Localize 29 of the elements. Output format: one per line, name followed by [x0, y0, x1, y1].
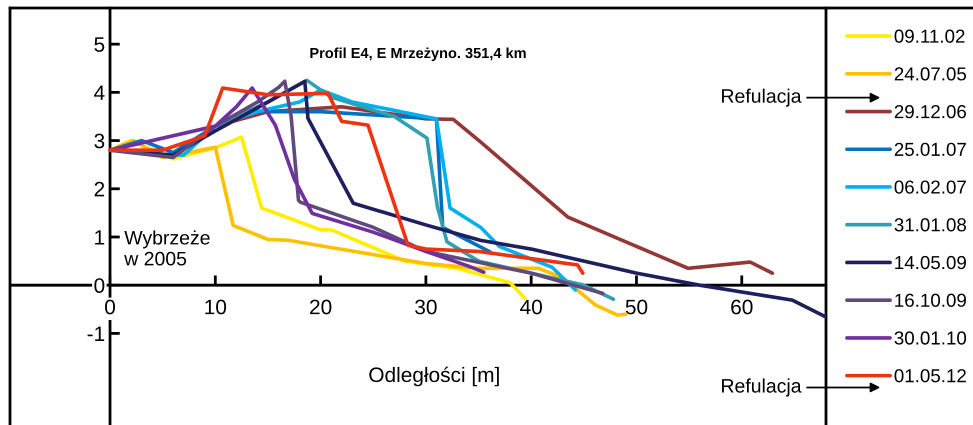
y-tick-label: 5	[94, 37, 104, 52]
x-tick-label: 10	[205, 300, 226, 314]
y-tick-label: 3	[94, 134, 104, 148]
legend-label: 29.12.06	[894, 104, 966, 118]
y-tick-label: 0	[94, 278, 104, 293]
legend-label: 01.05.12	[894, 369, 966, 382]
x-tick-label: 30	[415, 300, 437, 314]
y-tick-label: 1	[95, 230, 104, 245]
annotation: Refulacja	[722, 88, 802, 107]
legend-label: 16.10.09	[895, 294, 966, 307]
legend-label: 09.11.02	[894, 30, 964, 43]
text: Profil E4, E Mrzeżyno. 351,4 km	[310, 47, 526, 62]
x-tick-label: 60	[731, 300, 753, 314]
x-tick-label: 20	[310, 300, 332, 314]
legend-label: 31.01.08	[894, 218, 966, 232]
x-tick-label: 0	[105, 300, 116, 314]
x-tick-label: 50	[626, 300, 648, 314]
y-tick-label: 4	[94, 86, 105, 100]
legend-label: 06.02.07	[894, 180, 966, 194]
x-axis-title: Odległości [m]	[369, 366, 499, 386]
legend-label: 30.01.10	[894, 331, 966, 345]
legend-label: 14.05.09	[895, 256, 966, 270]
y-tick-label: 2	[94, 182, 104, 196]
legend-label: 24.07.05	[894, 67, 966, 81]
legend-label: 25.01.07	[894, 142, 966, 156]
annotation: Refulacja	[722, 378, 802, 397]
x-tick-label: 40	[520, 300, 542, 314]
y-tick-label: -1	[88, 326, 104, 341]
annotation: Wybrzeże w 2005	[124, 230, 210, 266]
